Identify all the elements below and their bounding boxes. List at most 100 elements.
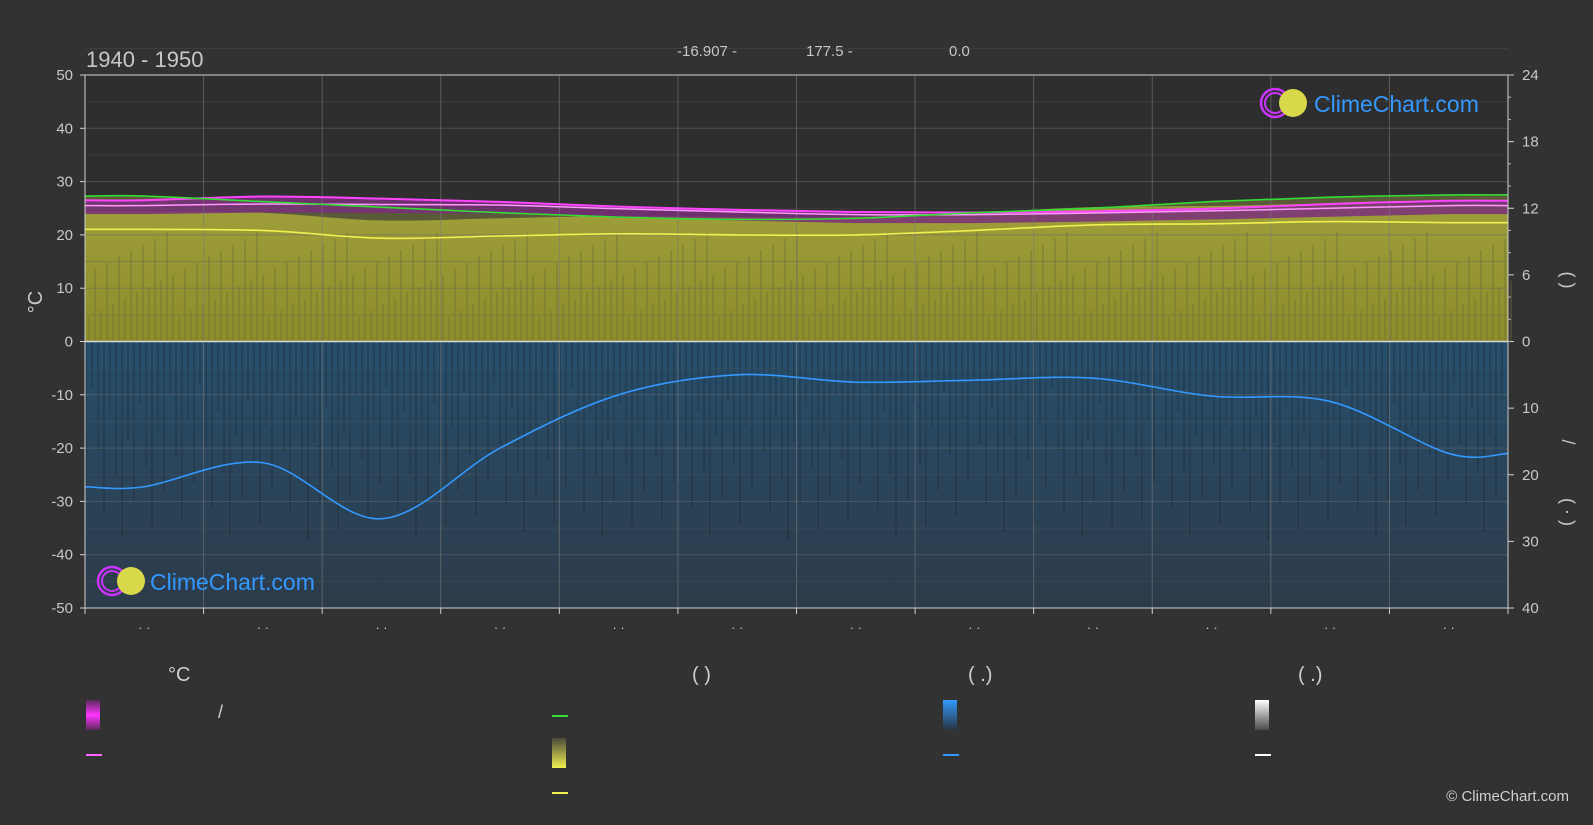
- precip-stripe: [997, 341, 999, 471]
- sun-stripe: [628, 316, 630, 342]
- sun-stripe: [1036, 292, 1038, 342]
- sun-stripe: [1048, 286, 1050, 342]
- sun-stripe: [292, 304, 294, 342]
- precip-stripe: [697, 341, 699, 411]
- precip-stripe: [835, 341, 837, 397]
- sun-stripe: [562, 304, 564, 342]
- sun-stripe: [154, 238, 156, 342]
- precip-stripe: [529, 341, 531, 435]
- sun-stripe: [1372, 304, 1374, 342]
- sun-stripe: [970, 280, 972, 342]
- sun-stripe: [1120, 250, 1122, 342]
- sun-stripe: [136, 292, 138, 342]
- precip-stripe: [943, 341, 945, 393]
- sun-stripe: [934, 298, 936, 342]
- precip-stripe: [1423, 341, 1425, 393]
- x-tick-label: · ·: [731, 620, 743, 635]
- sun-stripe: [1042, 244, 1044, 342]
- right-axis-label-mid: /: [1558, 439, 1578, 444]
- sun-stripe: [1282, 304, 1284, 342]
- sun-stripe: [256, 232, 258, 342]
- precip-stripe: [289, 341, 291, 515]
- sun-stripe: [766, 292, 768, 342]
- precip-stripe: [97, 341, 99, 451]
- temp-max-line: [84, 195, 1509, 214]
- legend-swatch-precip-range: [943, 700, 957, 730]
- sun-stripe: [988, 316, 990, 342]
- precip-stripe: [367, 341, 369, 521]
- sun-stripe: [802, 274, 804, 342]
- precip-stripe: [115, 341, 117, 477]
- precip-stripe: [1261, 341, 1263, 479]
- precip-stripe: [769, 341, 771, 515]
- precip-stripe: [1177, 341, 1179, 411]
- sun-stripe: [454, 268, 456, 342]
- sun-stripe: [1264, 268, 1266, 342]
- sun-stripe: [388, 256, 390, 342]
- sun-stripe: [964, 238, 966, 342]
- sun-stripe: [346, 232, 348, 342]
- sun-stripe: [1414, 238, 1416, 342]
- sun-stripe: [826, 262, 828, 342]
- precip-stripe: [721, 341, 723, 499]
- sun-stripe: [1276, 262, 1278, 342]
- precip-stripe: [493, 341, 495, 383]
- precip-stripe: [1249, 341, 1251, 515]
- sun-stripe: [910, 310, 912, 342]
- sun-stripe: [1138, 286, 1140, 342]
- sun-stripe: [1330, 280, 1332, 342]
- x-tick-label: · ·: [138, 620, 150, 635]
- precip-stripe: [781, 341, 783, 479]
- sun-stripe: [142, 244, 144, 342]
- sun-stripe: [610, 280, 612, 342]
- sun-stripe: [736, 262, 738, 342]
- precip-stripe: [1165, 341, 1167, 447]
- sun-stripe: [982, 274, 984, 342]
- sun-stripe: [1426, 232, 1428, 342]
- daylight-line: [84, 193, 1509, 221]
- precip-stripe: [1333, 341, 1335, 423]
- sun-stripe: [940, 250, 942, 342]
- left-tick-label: 50: [56, 67, 73, 84]
- precip-stripe: [1099, 341, 1101, 405]
- sun-stripe: [760, 250, 762, 342]
- precip-stripe: [787, 341, 789, 541]
- sun-stripe: [586, 292, 588, 342]
- sun-stripe: [1210, 250, 1212, 342]
- sun-stripe: [472, 304, 474, 342]
- sun-stripe: [730, 310, 732, 342]
- precip-stripe: [841, 341, 843, 459]
- legend-swatch-temp-range: [86, 700, 100, 730]
- precip-stripe: [307, 341, 309, 541]
- precip-stripe: [1501, 341, 1503, 399]
- precip-stripe: [1057, 341, 1059, 451]
- right-axis-label-bottom: ( · ): [1558, 498, 1578, 526]
- precip-stripe: [421, 341, 423, 439]
- precip-stripe: [103, 341, 105, 513]
- precip-stripe: [733, 341, 735, 463]
- sun-stripe: [1018, 256, 1020, 342]
- sun-stripe: [322, 244, 324, 342]
- sun-stripe: [412, 244, 414, 342]
- sun-stripe: [448, 316, 450, 342]
- watermark-logo-bottom: ClimeChart.com: [96, 565, 315, 597]
- precip-stripe: [967, 341, 969, 481]
- precip-stripe: [1135, 341, 1137, 457]
- sun-stripe: [868, 286, 870, 342]
- precip-stripe: [1477, 341, 1479, 471]
- x-tick-label: · ·: [1443, 620, 1455, 635]
- precip-stripe: [973, 341, 975, 383]
- precip-stripe: [331, 341, 333, 469]
- sun-stripe: [1096, 262, 1098, 342]
- sun-stripe: [352, 274, 354, 342]
- left-tick-label: 30: [56, 174, 73, 191]
- precip-stripe: [889, 341, 891, 475]
- precip-stripe: [883, 341, 885, 413]
- precip-stripe: [463, 341, 465, 393]
- left-tick-label: 10: [56, 280, 73, 297]
- precip-stripe: [193, 341, 195, 483]
- precip-stripe: [655, 341, 657, 457]
- sun-stripe: [232, 244, 234, 342]
- precip-stripe: [1063, 341, 1065, 513]
- legend-col1-row1: /: [218, 702, 224, 722]
